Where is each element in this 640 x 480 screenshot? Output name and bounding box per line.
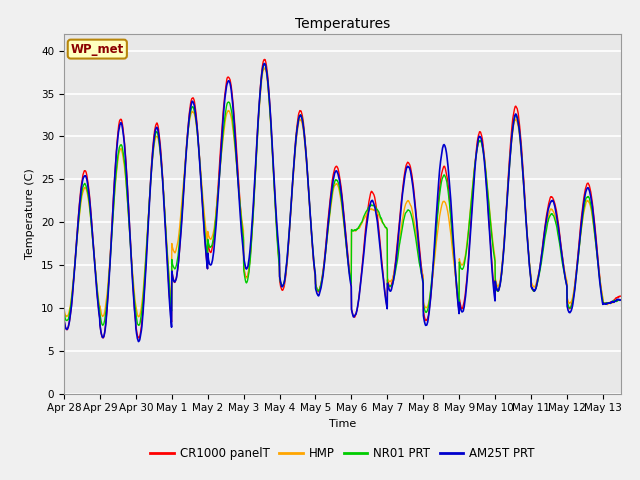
CR1000 panelT (598, 291, 605, 297)
Y-axis label: Temperature (C): Temperature (C) (26, 168, 35, 259)
CR1000 panelT (135, 335, 143, 341)
HMP (532, 282, 540, 288)
CR1000 panelT (93, 286, 100, 291)
CR1000 panelT (346, 272, 354, 278)
HMP (60, 306, 68, 312)
NR01 PRT (598, 293, 605, 299)
HMP (598, 290, 605, 296)
HMP (260, 65, 268, 71)
Text: WP_met: WP_met (70, 43, 124, 56)
HMP (410, 213, 417, 219)
Line: CR1000 panelT: CR1000 panelT (64, 60, 621, 338)
AM25T PRT (93, 287, 100, 293)
AM25T PRT (60, 317, 68, 323)
CR1000 panelT (60, 317, 68, 323)
CR1000 panelT (532, 286, 540, 291)
AM25T PRT (410, 186, 417, 192)
Line: AM25T PRT: AM25T PRT (64, 63, 621, 342)
HMP (426, 292, 434, 298)
CR1000 panelT (426, 299, 434, 305)
CR1000 panelT (261, 57, 269, 62)
NR01 PRT (532, 286, 540, 292)
HMP (346, 274, 354, 279)
NR01 PRT (261, 61, 269, 67)
AM25T PRT (617, 297, 625, 303)
NR01 PRT (93, 282, 100, 288)
Legend: CR1000 panelT, HMP, NR01 PRT, AM25T PRT: CR1000 panelT, HMP, NR01 PRT, AM25T PRT (145, 443, 540, 465)
NR01 PRT (617, 297, 625, 303)
NR01 PRT (60, 309, 68, 314)
AM25T PRT (346, 276, 354, 282)
AM25T PRT (135, 339, 143, 345)
NR01 PRT (99, 323, 106, 328)
NR01 PRT (426, 292, 434, 298)
CR1000 panelT (617, 293, 625, 299)
X-axis label: Time: Time (329, 419, 356, 429)
AM25T PRT (532, 286, 540, 292)
AM25T PRT (426, 300, 434, 306)
HMP (617, 297, 625, 303)
Line: NR01 PRT: NR01 PRT (64, 64, 621, 325)
AM25T PRT (260, 60, 268, 66)
NR01 PRT (346, 274, 354, 279)
Title: Temperatures: Temperatures (295, 17, 390, 31)
NR01 PRT (410, 220, 417, 226)
HMP (93, 281, 100, 287)
CR1000 panelT (410, 181, 417, 187)
Line: HMP: HMP (64, 68, 621, 317)
HMP (135, 314, 143, 320)
AM25T PRT (598, 296, 605, 301)
